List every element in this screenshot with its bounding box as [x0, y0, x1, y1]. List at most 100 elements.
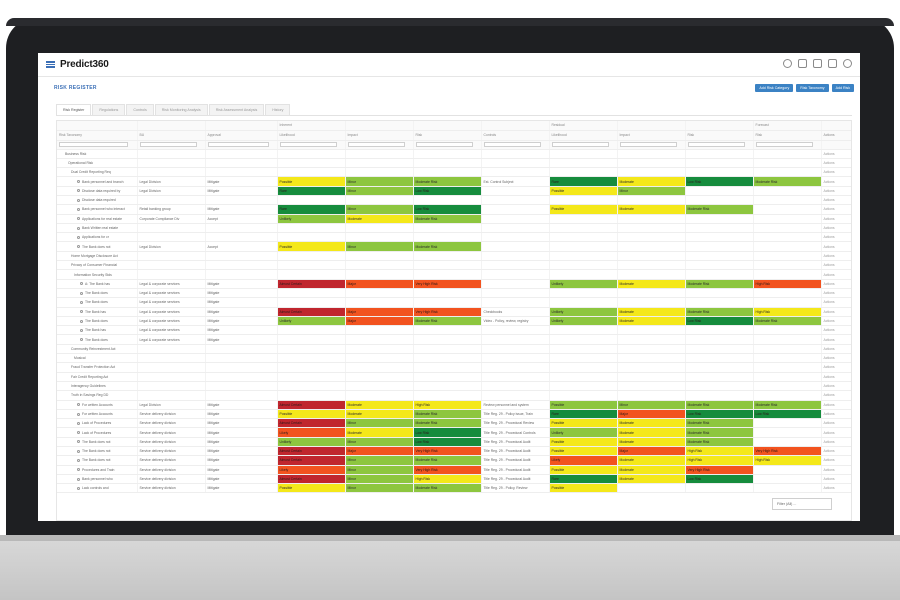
empty-cell[interactable] [753, 297, 822, 308]
empty-cell[interactable] [753, 437, 822, 448]
empty-cell[interactable] [481, 353, 550, 364]
empty-cell[interactable] [617, 241, 686, 252]
column-filter-input[interactable] [551, 142, 610, 147]
row-select-radio[interactable] [77, 431, 80, 435]
empty-cell[interactable] [413, 167, 482, 178]
empty-cell[interactable] [345, 232, 414, 243]
row-select-radio[interactable] [80, 338, 83, 342]
bu-cell[interactable]: Legal & corporate services [137, 334, 206, 345]
empty-cell[interactable] [413, 372, 482, 382]
rating-cell[interactable]: Low Risk [413, 204, 482, 215]
actions-cell[interactable]: Actions [821, 344, 851, 355]
empty-cell[interactable] [685, 195, 754, 206]
rating-cell[interactable]: Moderate Risk [685, 279, 754, 289]
empty-cell[interactable] [617, 325, 686, 336]
empty-cell[interactable] [685, 158, 754, 169]
rating-cell[interactable]: Possible [277, 483, 346, 494]
empty-cell[interactable] [345, 353, 414, 364]
add-risk-button[interactable]: Add Risk [831, 84, 854, 92]
empty-cell[interactable] [753, 288, 822, 299]
rating-cell[interactable]: Moderate Risk [753, 400, 822, 410]
approval-cell[interactable]: Mitigate [205, 400, 278, 410]
rating-cell[interactable]: Possible [277, 176, 346, 187]
empty-cell[interactable] [753, 195, 822, 206]
row-select-radio[interactable] [77, 208, 80, 212]
table-row[interactable]: Bank personnel who interact Retail bankin… [57, 204, 851, 215]
actions-cell[interactable]: Actions [821, 390, 851, 401]
controls-cell[interactable]: Title Reg. 29 - Policy issue, Train [481, 409, 550, 420]
table-row[interactable]: The Bank does Legal & corporate services M… [57, 334, 851, 345]
help-icon[interactable] [783, 59, 792, 68]
rating-cell[interactable]: Almost Certain [277, 474, 346, 485]
empty-cell[interactable] [481, 204, 550, 215]
bu-cell[interactable] [137, 223, 206, 234]
empty-cell[interactable] [481, 241, 550, 252]
empty-cell[interactable] [685, 483, 754, 494]
approval-cell[interactable]: Mitigate [205, 418, 278, 429]
bu-cell[interactable]: Legal & corporate services [137, 316, 206, 327]
empty-cell[interactable] [345, 325, 414, 336]
empty-cell[interactable] [481, 344, 550, 355]
rating-cell[interactable]: Moderate Risk [413, 483, 482, 494]
approval-cell[interactable] [205, 269, 278, 280]
actions-cell[interactable]: Actions [821, 325, 851, 336]
actions-cell[interactable]: Actions [821, 260, 851, 271]
taxonomy-cell[interactable]: Interagency Guidelines [57, 381, 138, 392]
empty-cell[interactable] [481, 223, 550, 234]
rating-cell[interactable]: Moderate Risk [413, 316, 482, 327]
row-select-radio[interactable] [77, 421, 80, 425]
empty-cell[interactable] [277, 390, 346, 401]
taxonomy-cell[interactable]: Procedures and Train [57, 465, 138, 475]
actions-cell[interactable]: Actions [821, 195, 851, 206]
approval-cell[interactable]: Mitigate [205, 437, 278, 448]
actions-cell[interactable]: Actions [821, 334, 851, 345]
user-icon[interactable] [843, 59, 852, 68]
empty-cell[interactable] [617, 372, 686, 382]
table-row[interactable]: Lack of Procedures Service delivery divis… [57, 427, 851, 438]
rating-cell[interactable]: Minor [345, 465, 414, 475]
empty-cell[interactable] [277, 149, 346, 159]
taxonomy-cell[interactable]: Musical [57, 353, 138, 364]
taxonomy-cell[interactable]: The Bank has [57, 325, 138, 336]
table-row[interactable]: Bank personnel and branch Legal Division M… [57, 176, 851, 187]
actions-cell[interactable]: Actions [821, 446, 851, 457]
approval-cell[interactable] [205, 353, 278, 364]
empty-cell[interactable] [685, 251, 754, 262]
taxonomy-cell[interactable]: For written Accounts [57, 400, 138, 410]
empty-cell[interactable] [481, 362, 550, 373]
actions-cell[interactable]: Actions [821, 214, 851, 224]
taxonomy-cell[interactable]: A: The Bank has [57, 279, 138, 289]
empty-cell[interactable] [617, 390, 686, 401]
table-row[interactable]: Disclose data required Actions [57, 195, 851, 206]
actions-cell[interactable]: Actions [821, 149, 851, 159]
bu-cell[interactable]: Service delivery division [137, 409, 206, 420]
rating-cell[interactable]: Major [345, 307, 414, 317]
empty-cell[interactable] [685, 269, 754, 280]
table-row[interactable]: Information Security Stds Actions [57, 269, 851, 280]
bu-cell[interactable]: Service delivery division [137, 474, 206, 485]
rating-cell[interactable]: Possible [549, 446, 618, 457]
approval-cell[interactable]: Mitigate [205, 427, 278, 438]
empty-cell[interactable] [617, 344, 686, 355]
rating-cell[interactable]: Unlikely [549, 316, 618, 327]
rating-cell[interactable]: Moderate Risk [413, 241, 482, 252]
empty-cell[interactable] [413, 260, 482, 271]
empty-cell[interactable] [277, 223, 346, 234]
approval-cell[interactable] [205, 167, 278, 178]
empty-cell[interactable] [345, 381, 414, 392]
column-filter-input[interactable] [415, 142, 474, 147]
bu-cell[interactable] [137, 149, 206, 159]
actions-cell[interactable]: Actions [821, 316, 851, 327]
rating-cell[interactable]: Moderate Risk [685, 418, 754, 429]
empty-cell[interactable] [549, 167, 618, 178]
actions-cell[interactable]: Actions [821, 204, 851, 215]
edit-icon[interactable] [828, 59, 837, 68]
taxonomy-cell[interactable]: Lack of Procedures [57, 427, 138, 438]
column-header-impact[interactable]: Impact [345, 130, 414, 141]
row-select-radio[interactable] [77, 226, 80, 230]
empty-cell[interactable] [753, 362, 822, 373]
empty-cell[interactable] [413, 149, 482, 159]
rating-cell[interactable]: Unlikely [277, 437, 346, 448]
rating-cell[interactable]: Almost Certain [277, 418, 346, 429]
taxonomy-cell[interactable]: Bank personnel who interact [57, 204, 138, 215]
